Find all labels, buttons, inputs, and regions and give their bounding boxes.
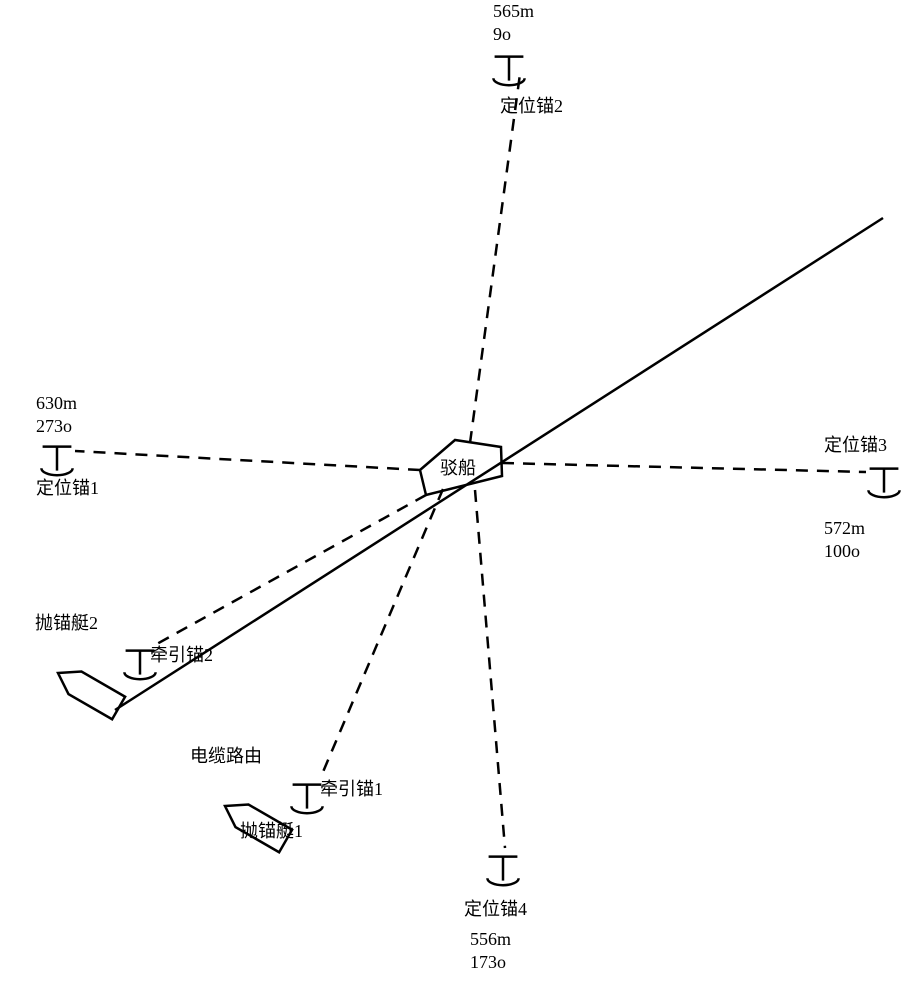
anchor-3-label: 定位锚3 (824, 434, 887, 457)
mooring-diagram (0, 0, 921, 1000)
anchor-1-dist-value: 630m (36, 393, 77, 413)
barge-label: 驳船 (440, 457, 476, 480)
anchor-boat-2-label: 抛锚艇2 (35, 612, 98, 635)
anchor-4-dist-value: 556m (470, 929, 511, 949)
anchor-3-bearing-value: 100o (824, 541, 860, 561)
anchor-2-label: 定位锚2 (500, 95, 563, 118)
cable-route-label: 电缆路由 (190, 745, 262, 768)
anchor-1-bearing-value: 273o (36, 416, 72, 436)
anchor-4-bearing-value: 173o (470, 952, 506, 972)
anchor-2-distance: 565m 9o (493, 0, 534, 47)
anchor-1-label: 定位锚1 (36, 477, 99, 500)
anchor-boat-1-label: 抛锚艇1 (240, 820, 303, 843)
tow-anchor-2-label: 牵引锚2 (150, 644, 213, 667)
anchor-4-distance: 556m 173o (470, 928, 511, 975)
anchor-3-distance: 572m 100o (824, 517, 865, 564)
anchor-1-distance: 630m 273o (36, 392, 77, 439)
anchor-2-bearing-value: 9o (493, 24, 511, 44)
anchor-2-dist-value: 565m (493, 1, 534, 21)
tow-anchor-1-label: 牵引锚1 (320, 778, 383, 801)
anchor-4-label: 定位锚4 (464, 898, 527, 921)
anchor-3-dist-value: 572m (824, 518, 865, 538)
